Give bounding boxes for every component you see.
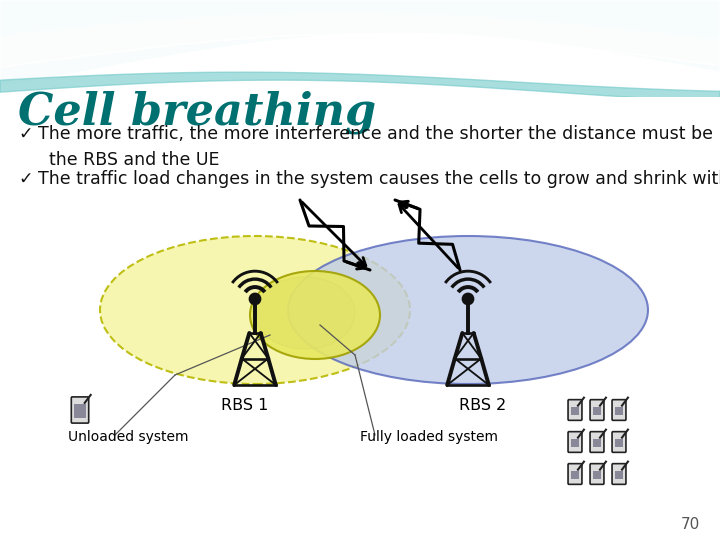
Text: 70: 70 [680, 517, 700, 532]
Text: The more traffic, the more interference and the shorter the distance must be bet: The more traffic, the more interference … [38, 125, 720, 170]
Circle shape [249, 293, 261, 305]
Bar [615, 471, 623, 480]
Ellipse shape [100, 236, 410, 384]
FancyBboxPatch shape [590, 464, 604, 484]
Bar [571, 407, 579, 415]
Bar [74, 404, 86, 418]
Bar [615, 438, 623, 447]
Text: Cell breathing: Cell breathing [18, 90, 376, 133]
Text: RBS 2: RBS 2 [459, 398, 507, 413]
Bar [571, 471, 579, 480]
FancyBboxPatch shape [590, 400, 604, 420]
FancyBboxPatch shape [612, 431, 626, 453]
FancyBboxPatch shape [612, 464, 626, 484]
Text: ✓: ✓ [18, 125, 32, 143]
Text: ✓: ✓ [18, 170, 32, 188]
Text: Fully loaded system: Fully loaded system [360, 430, 498, 444]
Bar [593, 407, 601, 415]
Text: The traffic load changes in the system causes the cells to grow and shrink with : The traffic load changes in the system c… [38, 170, 720, 188]
Bar [593, 438, 601, 447]
FancyBboxPatch shape [568, 400, 582, 420]
Bar [571, 438, 579, 447]
Text: RBS 1: RBS 1 [221, 398, 269, 413]
Bar [593, 471, 601, 480]
Circle shape [462, 293, 474, 305]
FancyBboxPatch shape [590, 431, 604, 453]
Bar [615, 407, 623, 415]
Ellipse shape [255, 277, 355, 349]
Ellipse shape [288, 236, 648, 384]
FancyBboxPatch shape [568, 431, 582, 453]
FancyBboxPatch shape [612, 400, 626, 420]
Ellipse shape [250, 271, 380, 359]
Text: Unloaded system: Unloaded system [68, 430, 189, 444]
FancyBboxPatch shape [568, 464, 582, 484]
FancyBboxPatch shape [71, 397, 89, 423]
